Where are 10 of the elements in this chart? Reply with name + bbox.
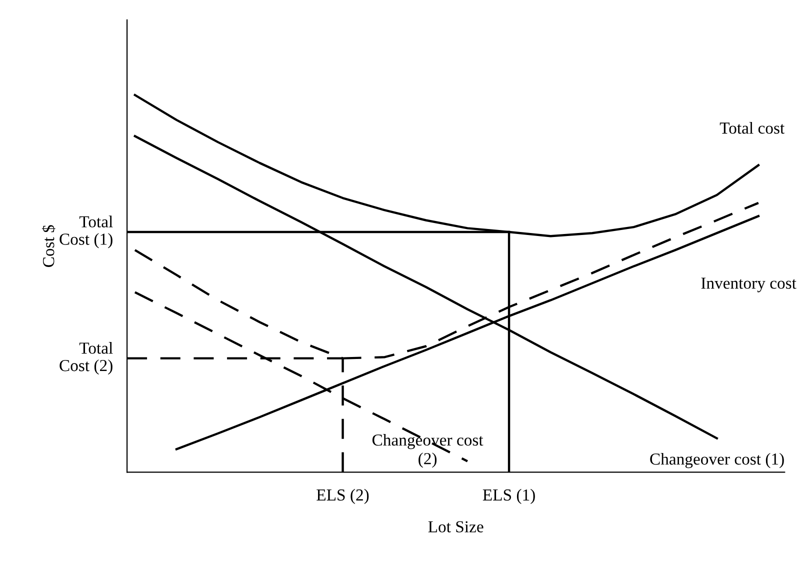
series-label: Changeover cost (1)	[650, 452, 784, 468]
x-axis-title: Lot Size	[428, 521, 484, 532]
series-label: Changeover cost (2)	[372, 434, 484, 468]
text: Total cost	[720, 122, 785, 134]
y-axis-title: Cost $	[42, 225, 56, 267]
ref-line-label: Total Cost (2)	[60, 342, 113, 375]
x-tick-label: ELS (1)	[482, 488, 535, 504]
text: Inventory cost	[701, 278, 796, 292]
ref-line-label: Total Cost (1)	[60, 216, 113, 248]
x-tick-label: ELS (2)	[316, 488, 369, 504]
